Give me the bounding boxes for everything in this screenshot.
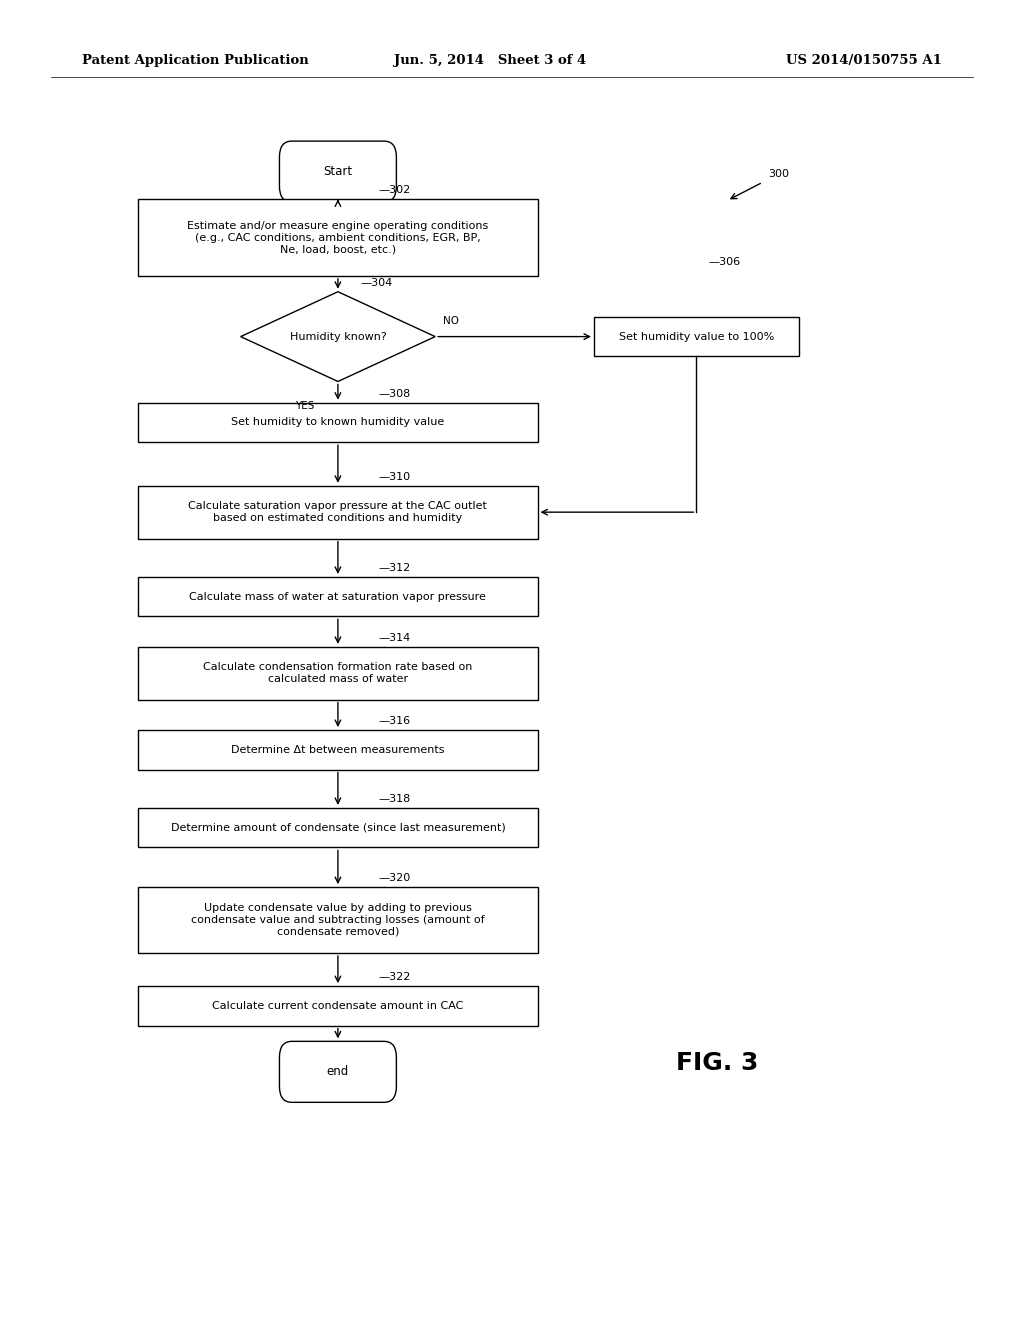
Text: end: end [327, 1065, 349, 1078]
Text: 300: 300 [768, 169, 790, 180]
Text: Humidity known?: Humidity known? [290, 331, 386, 342]
Text: —320: —320 [378, 873, 411, 883]
Text: —310: —310 [378, 471, 411, 482]
Text: US 2014/0150755 A1: US 2014/0150755 A1 [786, 54, 942, 67]
Bar [138, 577, 538, 616]
Text: Determine amount of condensate (since last measurement): Determine amount of condensate (since la… [171, 822, 505, 833]
Text: Estimate and/or measure engine operating conditions
(e.g., CAC conditions, ambie: Estimate and/or measure engine operating… [187, 220, 488, 255]
Bar [138, 647, 538, 700]
Text: NO: NO [443, 315, 460, 326]
Text: —308: —308 [378, 388, 411, 399]
Bar [138, 808, 538, 847]
Text: FIG. 3: FIG. 3 [676, 1051, 758, 1074]
Text: YES: YES [295, 401, 314, 412]
Bar [138, 887, 538, 953]
Text: Set humidity value to 100%: Set humidity value to 100% [618, 331, 774, 342]
Text: Patent Application Publication: Patent Application Publication [82, 54, 308, 67]
Text: Calculate mass of water at saturation vapor pressure: Calculate mass of water at saturation va… [189, 591, 486, 602]
Text: —318: —318 [378, 793, 411, 804]
Bar [138, 403, 538, 442]
Text: Start: Start [324, 165, 352, 178]
Text: —316: —316 [378, 715, 411, 726]
Text: —312: —312 [378, 562, 411, 573]
Bar [138, 730, 538, 770]
Text: —304: —304 [360, 277, 392, 288]
Text: Update condensate value by adding to previous
condensate value and subtracting l: Update condensate value by adding to pre… [191, 903, 484, 937]
Text: Determine Δt between measurements: Determine Δt between measurements [231, 744, 444, 755]
Text: —306: —306 [709, 256, 740, 267]
Polygon shape [241, 292, 435, 381]
FancyBboxPatch shape [280, 141, 396, 202]
Text: Jun. 5, 2014   Sheet 3 of 4: Jun. 5, 2014 Sheet 3 of 4 [394, 54, 587, 67]
Text: —302: —302 [378, 185, 411, 195]
Text: —322: —322 [378, 972, 411, 982]
Text: Set humidity to known humidity value: Set humidity to known humidity value [231, 417, 444, 428]
Bar [138, 986, 538, 1026]
Text: Calculate current condensate amount in CAC: Calculate current condensate amount in C… [212, 1001, 464, 1011]
Bar [138, 199, 538, 276]
FancyBboxPatch shape [280, 1041, 396, 1102]
Bar [594, 317, 799, 356]
Text: Calculate condensation formation rate based on
calculated mass of water: Calculate condensation formation rate ba… [203, 663, 473, 684]
Text: —314: —314 [378, 632, 411, 643]
Text: Calculate saturation vapor pressure at the CAC outlet
based on estimated conditi: Calculate saturation vapor pressure at t… [188, 502, 487, 523]
Bar [138, 486, 538, 539]
